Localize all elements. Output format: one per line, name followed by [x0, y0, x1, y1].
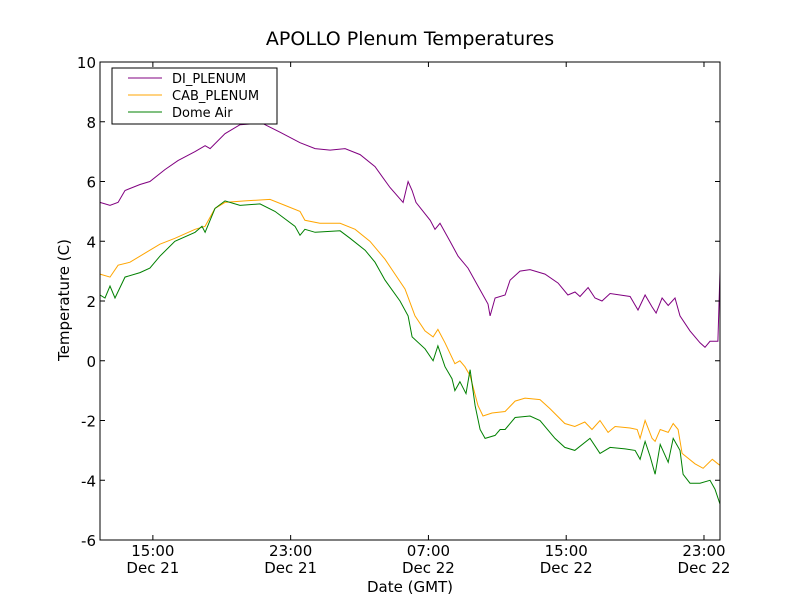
y-tick-label: 8	[86, 114, 96, 132]
x-tick-label-date: Dec 22	[402, 559, 455, 577]
x-tick-label-time: 07:00	[407, 542, 450, 560]
x-tick-label-date: Dec 21	[264, 559, 317, 577]
y-tick-label: 4	[86, 233, 96, 251]
legend-label: Dome Air	[172, 106, 233, 121]
x-tick-label-time: 15:00	[545, 542, 588, 560]
y-tick-label: 10	[77, 54, 96, 72]
x-tick-label-date: Dec 22	[540, 559, 593, 577]
chart-title: APOLLO Plenum Temperatures	[266, 28, 554, 50]
legend: DI_PLENUM CAB_PLENUM Dome Air	[111, 67, 278, 125]
x-axis-label: Date (GMT)	[367, 578, 453, 596]
legend-label: CAB_PLENUM	[172, 89, 259, 104]
y-tick-label: 6	[86, 174, 96, 192]
series-line-di-plenum	[99, 122, 721, 349]
x-tick-label-time: 23:00	[682, 542, 725, 560]
series-line-dome-air	[99, 200, 721, 505]
y-tick-label: 0	[86, 353, 96, 371]
x-tick-label-date: Dec 22	[678, 559, 731, 577]
y-tick-label: -4	[81, 472, 96, 490]
y-tick-label: -2	[81, 413, 96, 431]
y-tick-label: -6	[81, 532, 96, 550]
y-tick-label: 2	[86, 293, 96, 311]
y-axis-label: Temperature (C)	[55, 239, 73, 362]
legend-box	[111, 67, 278, 125]
series-line-cab-plenum	[99, 198, 721, 469]
legend-label: DI_PLENUM	[172, 72, 246, 87]
x-tick-label-time: 15:00	[131, 542, 174, 560]
x-tick-label-time: 23:00	[269, 542, 312, 560]
x-tick-label-date: Dec 21	[126, 559, 179, 577]
series-layer	[99, 122, 721, 505]
